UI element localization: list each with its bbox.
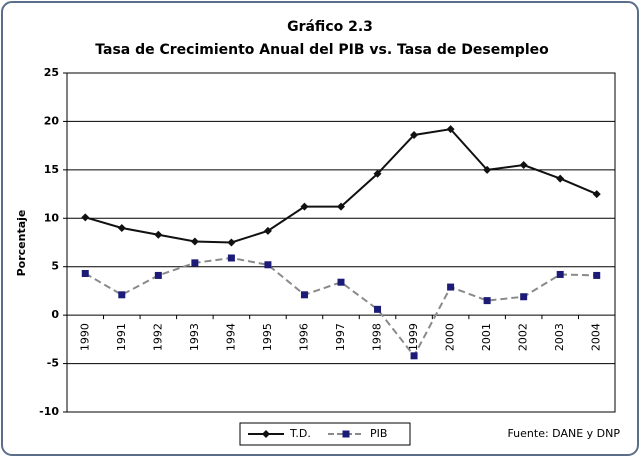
point [190,237,199,246]
y-tick-label: 15 [44,163,59,176]
y-tick-label: 5 [51,260,59,273]
y-axis-label: Porcentaje [15,210,28,277]
point [154,271,162,279]
x-tick-label: 2003 [553,323,566,351]
point [447,283,455,291]
y-tick-label: 10 [44,211,60,224]
point [483,165,492,174]
x-tick-label: 1995 [261,323,274,351]
point [556,270,564,278]
legend-label: PIB [370,427,387,440]
x-tick-label: 2002 [517,323,530,351]
plot-area [66,72,616,413]
point [117,223,126,232]
source-note: Fuente: DANE y DNP [507,427,620,440]
x-tick-label: 1997 [334,323,347,351]
legend-label: T.D. [289,427,311,440]
point [593,271,601,279]
point [81,269,89,277]
point [337,278,345,286]
x-tick-label: 2004 [590,323,603,351]
series-line [84,256,597,358]
chart-subtitle: Tasa de Crecimiento Anual del PIB vs. Ta… [95,42,549,58]
y-tick-label: 20 [44,114,60,127]
x-tick-label: 1992 [151,323,164,351]
legend-marker [262,430,270,438]
x-tick-label: 1998 [371,323,384,351]
point [410,352,418,360]
point [191,259,199,267]
point [592,190,601,199]
point [263,226,272,235]
x-tick-label: 1990 [78,323,91,351]
point [264,261,272,269]
point [374,305,382,313]
point [410,130,419,139]
point [227,254,235,262]
y-tick-label: -5 [47,357,59,370]
x-tick-label: 1993 [188,323,201,351]
point [519,161,528,170]
legend-marker [342,430,350,438]
point [483,297,491,305]
y-tick-label: -10 [39,405,59,418]
x-tick-label: 2000 [444,323,457,351]
chart-title: Gráfico 2.3 [287,19,373,35]
y-tick-label: 0 [51,308,59,321]
point [81,213,90,222]
point [373,169,382,178]
point [556,174,565,183]
point [227,238,236,247]
point [118,291,126,299]
point [300,202,309,211]
point [446,125,455,134]
point [520,293,528,301]
x-tick-label: 1991 [115,323,128,351]
point [337,202,345,211]
point [300,291,308,299]
point [154,230,163,239]
legend-box [239,422,411,446]
x-tick-label: 1994 [224,323,237,351]
y-tick-label: 25 [44,66,59,79]
x-tick-label: 1999 [407,323,420,351]
x-tick-label: 1996 [297,323,310,351]
x-tick-label: 2001 [480,323,493,351]
